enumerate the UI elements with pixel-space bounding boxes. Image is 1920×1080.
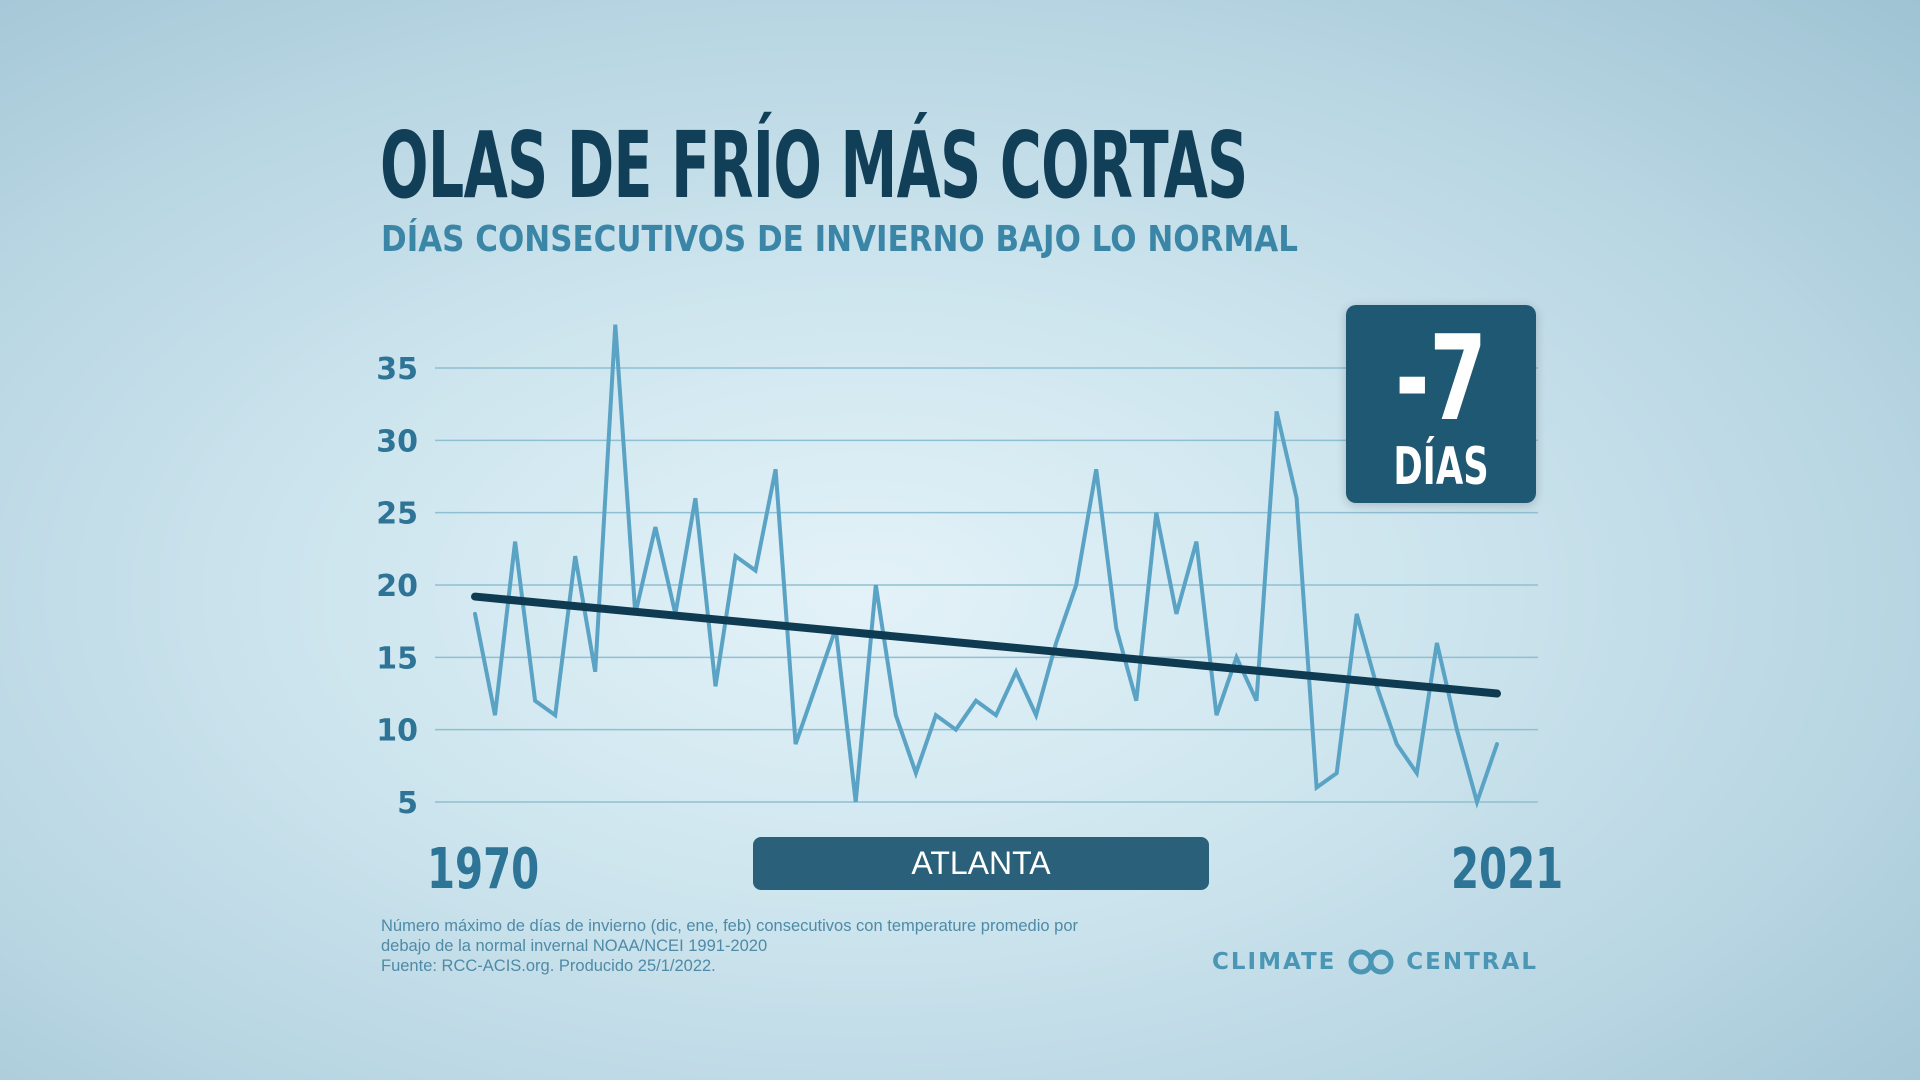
- brand-logo: CLIMATE CENTRAL: [1212, 946, 1538, 978]
- chart-subtitle: DÍAS CONSECUTIVOS DE INVIERNO BAJO LO NO…: [381, 219, 1298, 260]
- climate-central-logo-icon: [1348, 949, 1394, 975]
- y-tick-label: 20: [376, 569, 418, 604]
- footnote: Número máximo de días de invierno (dic, …: [381, 916, 1141, 976]
- change-badge: -7 DÍAS: [1346, 305, 1536, 503]
- footnote-line-2: debajo de la normal invernal NOAA/NCEI 1…: [381, 937, 768, 955]
- chart-title: OLAS DE FRÍO MÁS CORTAS: [380, 112, 1248, 219]
- footnote-line-3: Fuente: RCC-ACIS.org. Producido 25/1/202…: [381, 957, 716, 975]
- change-value: -7: [1395, 309, 1487, 447]
- y-tick-label: 5: [397, 786, 418, 821]
- y-tick-label: 15: [376, 641, 418, 676]
- brand-right-text: CENTRAL: [1406, 949, 1538, 975]
- x-axis-end-label: 2021: [1451, 837, 1564, 902]
- change-unit: DÍAS: [1393, 437, 1489, 497]
- data-series-line: [473, 324, 1499, 809]
- location-label: ATLANTA: [753, 837, 1209, 890]
- y-tick-label: 10: [376, 714, 418, 749]
- footnote-line-1: Número máximo de días de invierno (dic, …: [381, 917, 1079, 935]
- x-axis-start-label: 1970: [427, 837, 540, 902]
- y-tick-label: 30: [376, 424, 418, 459]
- trend-line: [471, 592, 1501, 698]
- brand-left-text: CLIMATE: [1212, 949, 1337, 975]
- y-tick-label: 25: [376, 497, 418, 532]
- y-tick-label: 35: [376, 352, 418, 387]
